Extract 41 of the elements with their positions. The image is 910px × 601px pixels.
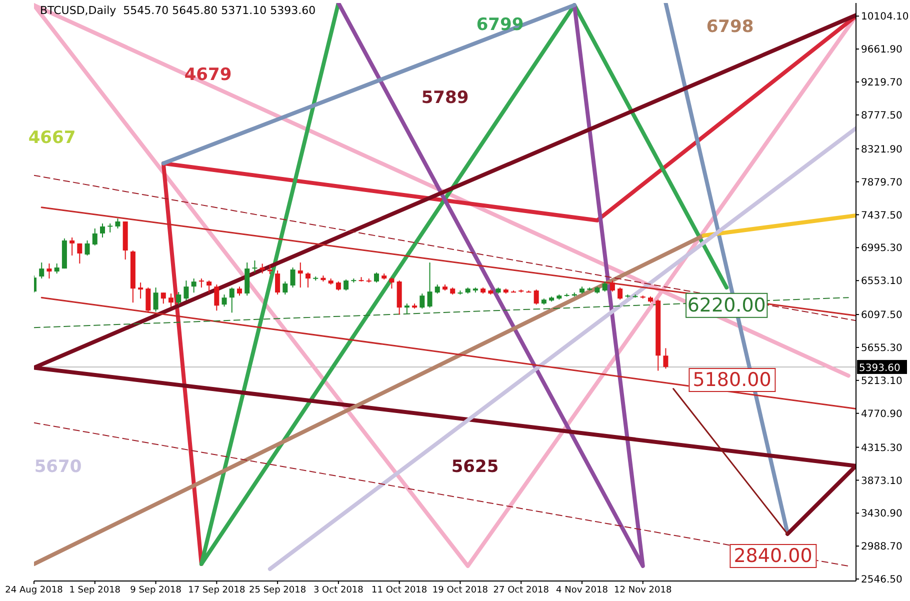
x-tick-label: 27 Oct 2018 bbox=[493, 585, 550, 596]
annotation: 4679 bbox=[184, 65, 232, 85]
y-tick-label: 9661.90 bbox=[861, 44, 902, 56]
y-tick-label: 2546.50 bbox=[861, 574, 902, 586]
y-tick-label: 5655.30 bbox=[861, 343, 902, 354]
x-tick-label: 4 Nov 2018 bbox=[556, 585, 608, 596]
annotation: 5789 bbox=[421, 88, 469, 108]
annotation: 5670 bbox=[34, 457, 82, 477]
y-tick-label: 7879.70 bbox=[861, 177, 902, 188]
x-tick-label: 12 Nov 2018 bbox=[614, 585, 672, 596]
y-tick-label: 6995.30 bbox=[861, 243, 902, 254]
y-tick-label: 2988.70 bbox=[861, 542, 902, 553]
y-tick-label: 3873.10 bbox=[861, 476, 902, 487]
y-tick-label: 4770.90 bbox=[861, 408, 902, 420]
y-tick-label: 9219.70 bbox=[861, 78, 902, 89]
y-tick-label: 4315.30 bbox=[861, 442, 902, 454]
y-tick-label: 5213.10 bbox=[861, 376, 902, 387]
y-tick-label: 10104.10 bbox=[861, 12, 909, 23]
chart-title: BTCUSD,Daily 5545.70 5645.80 5371.10 5393.60 bbox=[40, 4, 316, 17]
annotation: 6799 bbox=[476, 15, 524, 35]
annotation: 2840.00 bbox=[730, 544, 816, 568]
ref-line-label: 5393.60 bbox=[859, 362, 900, 374]
x-tick-label: 17 Sep 2018 bbox=[188, 585, 246, 596]
y-tick-label: 7437.50 bbox=[861, 210, 902, 222]
annotation: 5625 bbox=[451, 457, 499, 477]
y-tick-label: 6553.10 bbox=[861, 276, 902, 288]
x-tick-label: 19 Oct 2018 bbox=[432, 585, 488, 596]
x-tick-label: 9 Sep 2018 bbox=[130, 585, 182, 596]
x-tick-label: 3 Oct 2018 bbox=[313, 585, 364, 596]
annotation: 6220.00 bbox=[687, 294, 766, 316]
y-tick-label: 6097.50 bbox=[861, 310, 902, 322]
x-tick-label: 24 Aug 2018 bbox=[5, 585, 64, 596]
annotation: 6798 bbox=[706, 17, 754, 37]
annotation: 5180.00 bbox=[688, 368, 776, 392]
x-tick-label: 1 Sep 2018 bbox=[69, 585, 121, 596]
annotation: 4667 bbox=[28, 128, 76, 148]
x-tick-label: 11 Oct 2018 bbox=[372, 585, 428, 596]
y-tick-label: 3430.90 bbox=[861, 508, 902, 520]
x-tick-label: 25 Sep 2018 bbox=[249, 585, 306, 596]
y-tick-label: 8777.50 bbox=[861, 110, 902, 122]
y-tick-label: 8321.90 bbox=[861, 144, 902, 156]
